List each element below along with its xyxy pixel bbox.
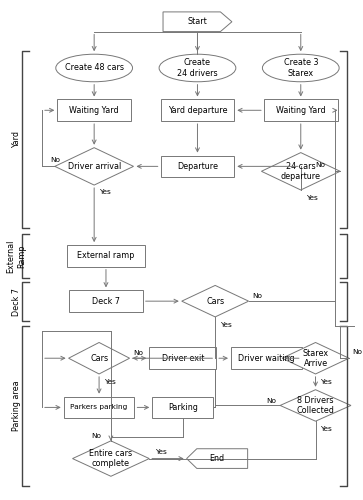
Text: External
Ramp: External Ramp [7,239,26,272]
Text: Create
24 drivers: Create 24 drivers [177,58,218,78]
Text: No: No [91,433,101,439]
Text: Parkers parking: Parkers parking [70,404,128,410]
Polygon shape [182,286,249,317]
Text: Yes: Yes [306,195,317,201]
Text: Entire cars
complete: Entire cars complete [89,449,132,468]
FancyBboxPatch shape [160,156,234,177]
Text: Yes: Yes [99,189,111,195]
Polygon shape [282,342,349,374]
Text: No: No [253,293,262,299]
FancyBboxPatch shape [160,100,234,121]
Text: Yes: Yes [155,448,167,454]
Ellipse shape [159,54,236,82]
Text: Cars: Cars [90,354,108,362]
Text: 8 Drivers
Collected: 8 Drivers Collected [297,396,334,415]
Text: Driver exit: Driver exit [162,354,204,362]
Ellipse shape [262,54,339,82]
FancyBboxPatch shape [67,245,145,266]
Text: Deck 7: Deck 7 [12,288,21,316]
Text: 24 cars
departure: 24 cars departure [281,162,321,181]
Text: Deck 7: Deck 7 [92,296,120,306]
Text: Create 3
Starex: Create 3 Starex [284,58,318,78]
Text: External ramp: External ramp [77,252,135,260]
Text: Yes: Yes [104,379,116,385]
FancyBboxPatch shape [64,396,135,418]
Text: Waiting Yard: Waiting Yard [69,106,119,115]
FancyBboxPatch shape [152,396,213,418]
Text: Yard departure: Yard departure [168,106,227,115]
Text: Cars: Cars [206,296,224,306]
FancyBboxPatch shape [69,290,143,312]
Polygon shape [55,148,134,185]
Polygon shape [163,12,232,32]
FancyBboxPatch shape [149,348,216,369]
Text: End: End [209,454,225,463]
Polygon shape [187,448,248,468]
Text: No: No [50,158,60,164]
Text: Parking: Parking [168,403,197,412]
Text: Departure: Departure [177,162,218,171]
Text: Yard: Yard [12,132,21,148]
Text: No: No [266,398,276,404]
Text: Parking area: Parking area [12,380,21,432]
Polygon shape [280,390,351,421]
Text: Yes: Yes [220,322,232,328]
Text: No: No [134,350,143,356]
FancyBboxPatch shape [231,348,302,369]
Text: Driver waiting: Driver waiting [238,354,295,362]
Text: Starex
Arrive: Starex Arrive [302,348,329,368]
Text: Yes: Yes [321,426,332,432]
Text: Waiting Yard: Waiting Yard [276,106,326,115]
Text: No: No [352,350,362,356]
Text: Driver arrival: Driver arrival [68,162,121,171]
Text: Yes: Yes [321,379,332,385]
Polygon shape [69,342,130,374]
Text: No: No [315,162,325,168]
Text: Create 48 cars: Create 48 cars [65,64,124,72]
FancyBboxPatch shape [57,100,131,121]
Polygon shape [261,152,340,190]
Text: Start: Start [188,17,207,26]
Ellipse shape [56,54,132,82]
Polygon shape [73,441,149,476]
FancyBboxPatch shape [264,100,338,121]
